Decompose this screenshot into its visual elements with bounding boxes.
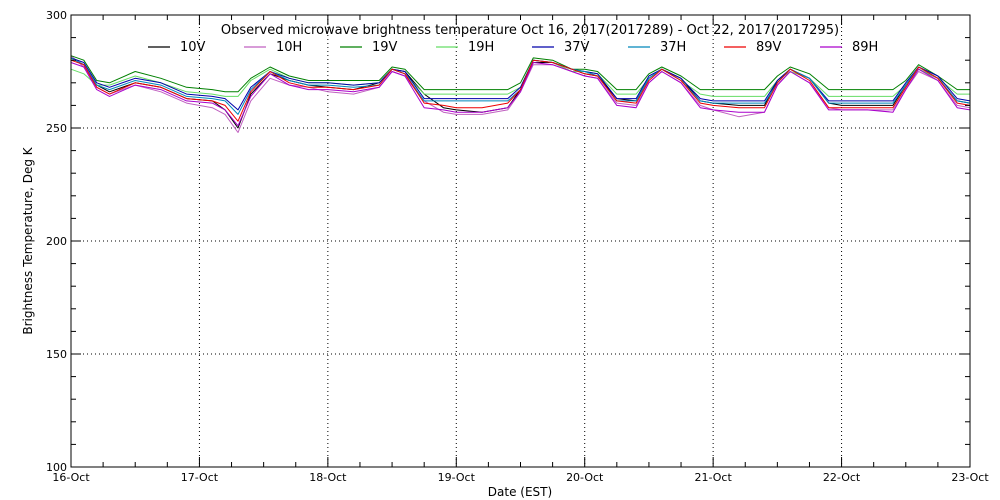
axis-ticks: 100 150 200 250 300 16-Oct 17-Oct 18-Oct 19-Oct 2… <box>46 9 989 484</box>
legend-label-10h: 10H <box>276 40 302 55</box>
series-layer <box>70 55 971 133</box>
legend-label-37h: 37H <box>660 40 686 55</box>
legend-label-89h: 89H <box>852 40 878 55</box>
series-line-89h <box>70 62 971 127</box>
x-tick-label: 17-Oct <box>181 471 219 484</box>
legend-label-10v: 10V <box>180 40 206 55</box>
legend-label-89v: 89V <box>756 40 782 55</box>
x-tick-label: 20-Oct <box>566 471 604 484</box>
x-tick-label: 16-Oct <box>52 471 90 484</box>
grid-lines <box>71 15 970 467</box>
y-tick-label: 250 <box>46 122 67 135</box>
legend-label-19v: 19V <box>372 40 398 55</box>
x-tick-label: 22-Oct <box>823 471 861 484</box>
legend-label-37v: 37V <box>564 40 590 55</box>
series-line-89v <box>70 59 971 122</box>
x-tick-label: 19-Oct <box>438 471 476 484</box>
legend: 10V 10H 19V 19H 37V 37H 89V 89H <box>148 40 878 55</box>
legend-label-19h: 19H <box>468 40 494 55</box>
series-line-19v <box>70 55 970 93</box>
y-tick-label: 150 <box>46 348 67 361</box>
y-tick-label: 100 <box>46 461 67 474</box>
x-axis-label: Date (EST) <box>488 485 552 499</box>
x-tick-label: 23-Oct <box>951 471 989 484</box>
y-tick-label: 200 <box>46 235 67 248</box>
x-tick-label: 18-Oct <box>309 471 347 484</box>
chart-title: Observed microwave brightness temperatur… <box>221 23 839 38</box>
x-tick-label: 21-Oct <box>694 471 732 484</box>
y-axis-label: Brightness Temperature, Deg K <box>21 146 35 334</box>
y-tick-label: 300 <box>46 9 67 22</box>
